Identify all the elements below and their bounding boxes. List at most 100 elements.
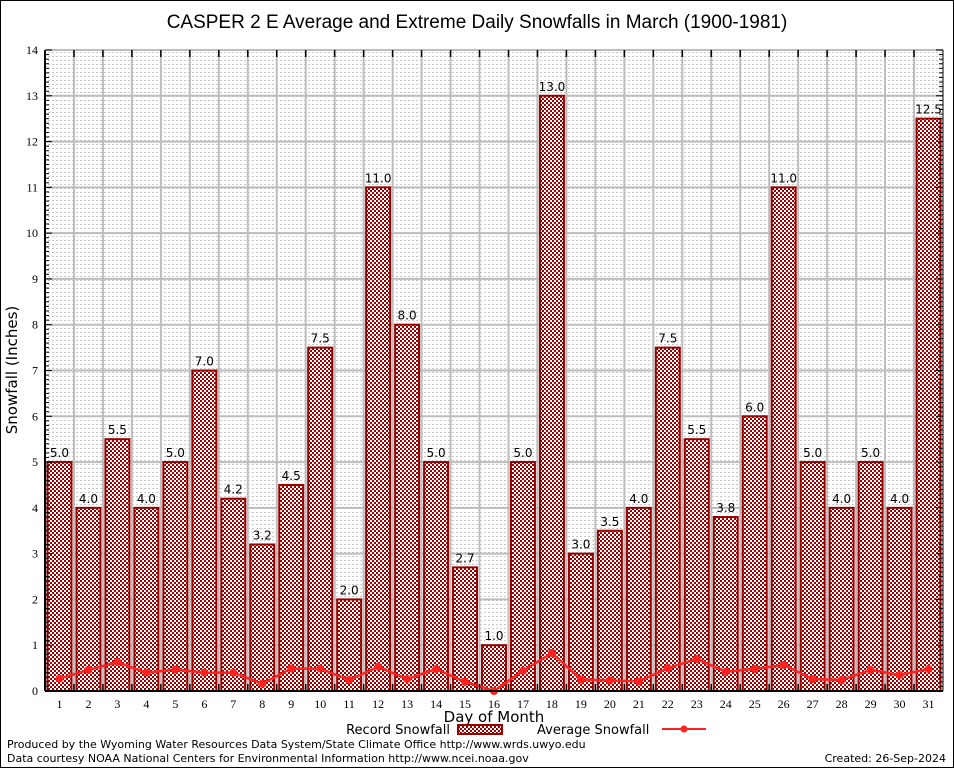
average-point-day-24 (721, 667, 730, 676)
bar-day-14 (423, 461, 450, 693)
x-tick-label-18: 18 (546, 697, 558, 711)
x-tick-label-29: 29 (865, 697, 877, 711)
average-point-day-2 (84, 665, 93, 674)
bar-label-day-17: 5.0 (513, 446, 532, 460)
bar-day-3 (104, 438, 131, 692)
average-point-day-11 (345, 676, 354, 685)
footer-producer: Produced by the Wyoming Water Resources … (7, 738, 586, 751)
bar-label-day-4: 4.0 (137, 492, 156, 506)
bar-day-21 (625, 506, 652, 692)
average-point-day-9 (287, 664, 296, 673)
bar-label-day-15: 2.7 (455, 551, 474, 565)
average-point-day-20 (605, 676, 614, 685)
x-tick-label-23: 23 (691, 697, 703, 711)
bar-label-day-20: 3.5 (600, 515, 619, 529)
x-tick-label-25: 25 (749, 697, 761, 711)
x-tick-label-19: 19 (575, 697, 587, 711)
bar-day-29 (857, 461, 884, 693)
bar-label-day-5: 5.0 (166, 446, 185, 460)
bar-day-5 (162, 461, 189, 693)
average-point-day-6 (200, 668, 209, 677)
average-point-day-22 (663, 664, 672, 673)
average-point-day-25 (750, 665, 759, 674)
bar-day-18 (538, 94, 565, 693)
average-point-day-19 (576, 675, 585, 684)
average-point-day-28 (837, 676, 846, 685)
y-tick-label-4: 4 (32, 501, 38, 515)
average-point-day-12 (374, 662, 383, 671)
x-tick-label-3: 3 (114, 697, 120, 711)
chart-title: CASPER 2 E Average and Extreme Daily Sno… (167, 12, 788, 33)
average-point-day-29 (866, 665, 875, 674)
bar-label-day-18: 13.0 (539, 80, 566, 94)
y-tick-label-12: 12 (26, 135, 38, 149)
average-point-day-1 (55, 674, 64, 683)
average-point-day-10 (316, 664, 325, 673)
x-tick-label-11: 11 (343, 697, 355, 711)
bar-day-22 (654, 346, 681, 692)
x-tick-label-21: 21 (633, 697, 645, 711)
bar-day-12 (365, 186, 392, 692)
bar-label-day-30: 4.0 (890, 492, 909, 506)
x-tick-label-6: 6 (201, 697, 207, 711)
bar-label-day-11: 2.0 (340, 583, 359, 597)
average-point-day-30 (895, 670, 904, 679)
footer-created-date: Created: 26-Sep-2024 (825, 752, 946, 765)
legend-label-record: Record Snowfall (346, 723, 450, 738)
x-tick-label-27: 27 (807, 697, 819, 711)
x-tick-label-22: 22 (662, 697, 674, 711)
bar-label-day-28: 4.0 (832, 492, 851, 506)
y-tick-label-6: 6 (32, 409, 38, 423)
average-point-day-4 (142, 668, 151, 677)
bar-label-day-29: 5.0 (861, 446, 880, 460)
bar-label-day-8: 3.2 (253, 528, 272, 542)
x-tick-label-26: 26 (778, 697, 790, 711)
average-point-day-8 (258, 679, 267, 688)
x-tick-label-10: 10 (314, 697, 326, 711)
bar-label-day-22: 7.5 (658, 332, 677, 346)
x-tick-label-12: 12 (372, 697, 384, 711)
y-tick-label-9: 9 (32, 272, 38, 286)
y-tick-label-8: 8 (32, 318, 38, 332)
x-tick-label-1: 1 (56, 697, 62, 711)
y-tick-label-7: 7 (32, 364, 38, 378)
average-point-day-17 (518, 666, 527, 675)
y-tick-label-1: 1 (32, 638, 38, 652)
average-point-day-27 (808, 675, 817, 684)
legend-label-average: Average Snowfall (537, 723, 649, 738)
bar-day-9 (278, 483, 305, 693)
y-tick-label-11: 11 (26, 180, 38, 194)
bar-label-day-21: 4.0 (629, 492, 648, 506)
bar-label-day-26: 11.0 (770, 171, 797, 185)
bar-label-day-23: 5.5 (687, 423, 706, 437)
bar-label-day-19: 3.0 (571, 538, 590, 552)
footer-data-source: Data courtesy NOAA National Centers for … (7, 752, 529, 765)
bar-label-day-31: 12.5 (915, 103, 942, 117)
bar-day-25 (741, 415, 768, 692)
bar-day-26 (770, 186, 797, 692)
y-tick-label-2: 2 (32, 592, 38, 606)
average-point-day-26 (779, 660, 788, 669)
bar-label-day-6: 7.0 (195, 355, 214, 369)
bar-label-day-25: 6.0 (745, 400, 764, 414)
bar-day-1 (46, 461, 73, 693)
average-point-day-18 (547, 648, 556, 657)
bar-day-23 (683, 438, 710, 692)
bar-day-8 (249, 543, 276, 692)
x-tick-label-9: 9 (288, 697, 294, 711)
bar-day-2 (75, 506, 102, 692)
x-tick-label-8: 8 (259, 697, 265, 711)
x-tick-label-2: 2 (85, 697, 91, 711)
bar-day-31 (915, 117, 942, 692)
x-tick-label-17: 17 (517, 697, 529, 711)
x-tick-label-15: 15 (459, 697, 471, 711)
legend-swatch-average-marker (680, 725, 688, 733)
bar-day-10 (307, 346, 334, 692)
bar-day-4 (133, 506, 160, 692)
bar-label-day-2: 4.0 (79, 492, 98, 506)
x-tick-labels: 1 2 3 4 5 6 7 8 9 10 11 12 13 14 15 16 17 18 19 20 21 22 23 24 2… (56, 697, 934, 711)
bar-label-day-12: 11.0 (365, 171, 392, 185)
x-tick-label-31: 31 (923, 697, 935, 711)
y-tick-label-0: 0 (32, 684, 38, 698)
